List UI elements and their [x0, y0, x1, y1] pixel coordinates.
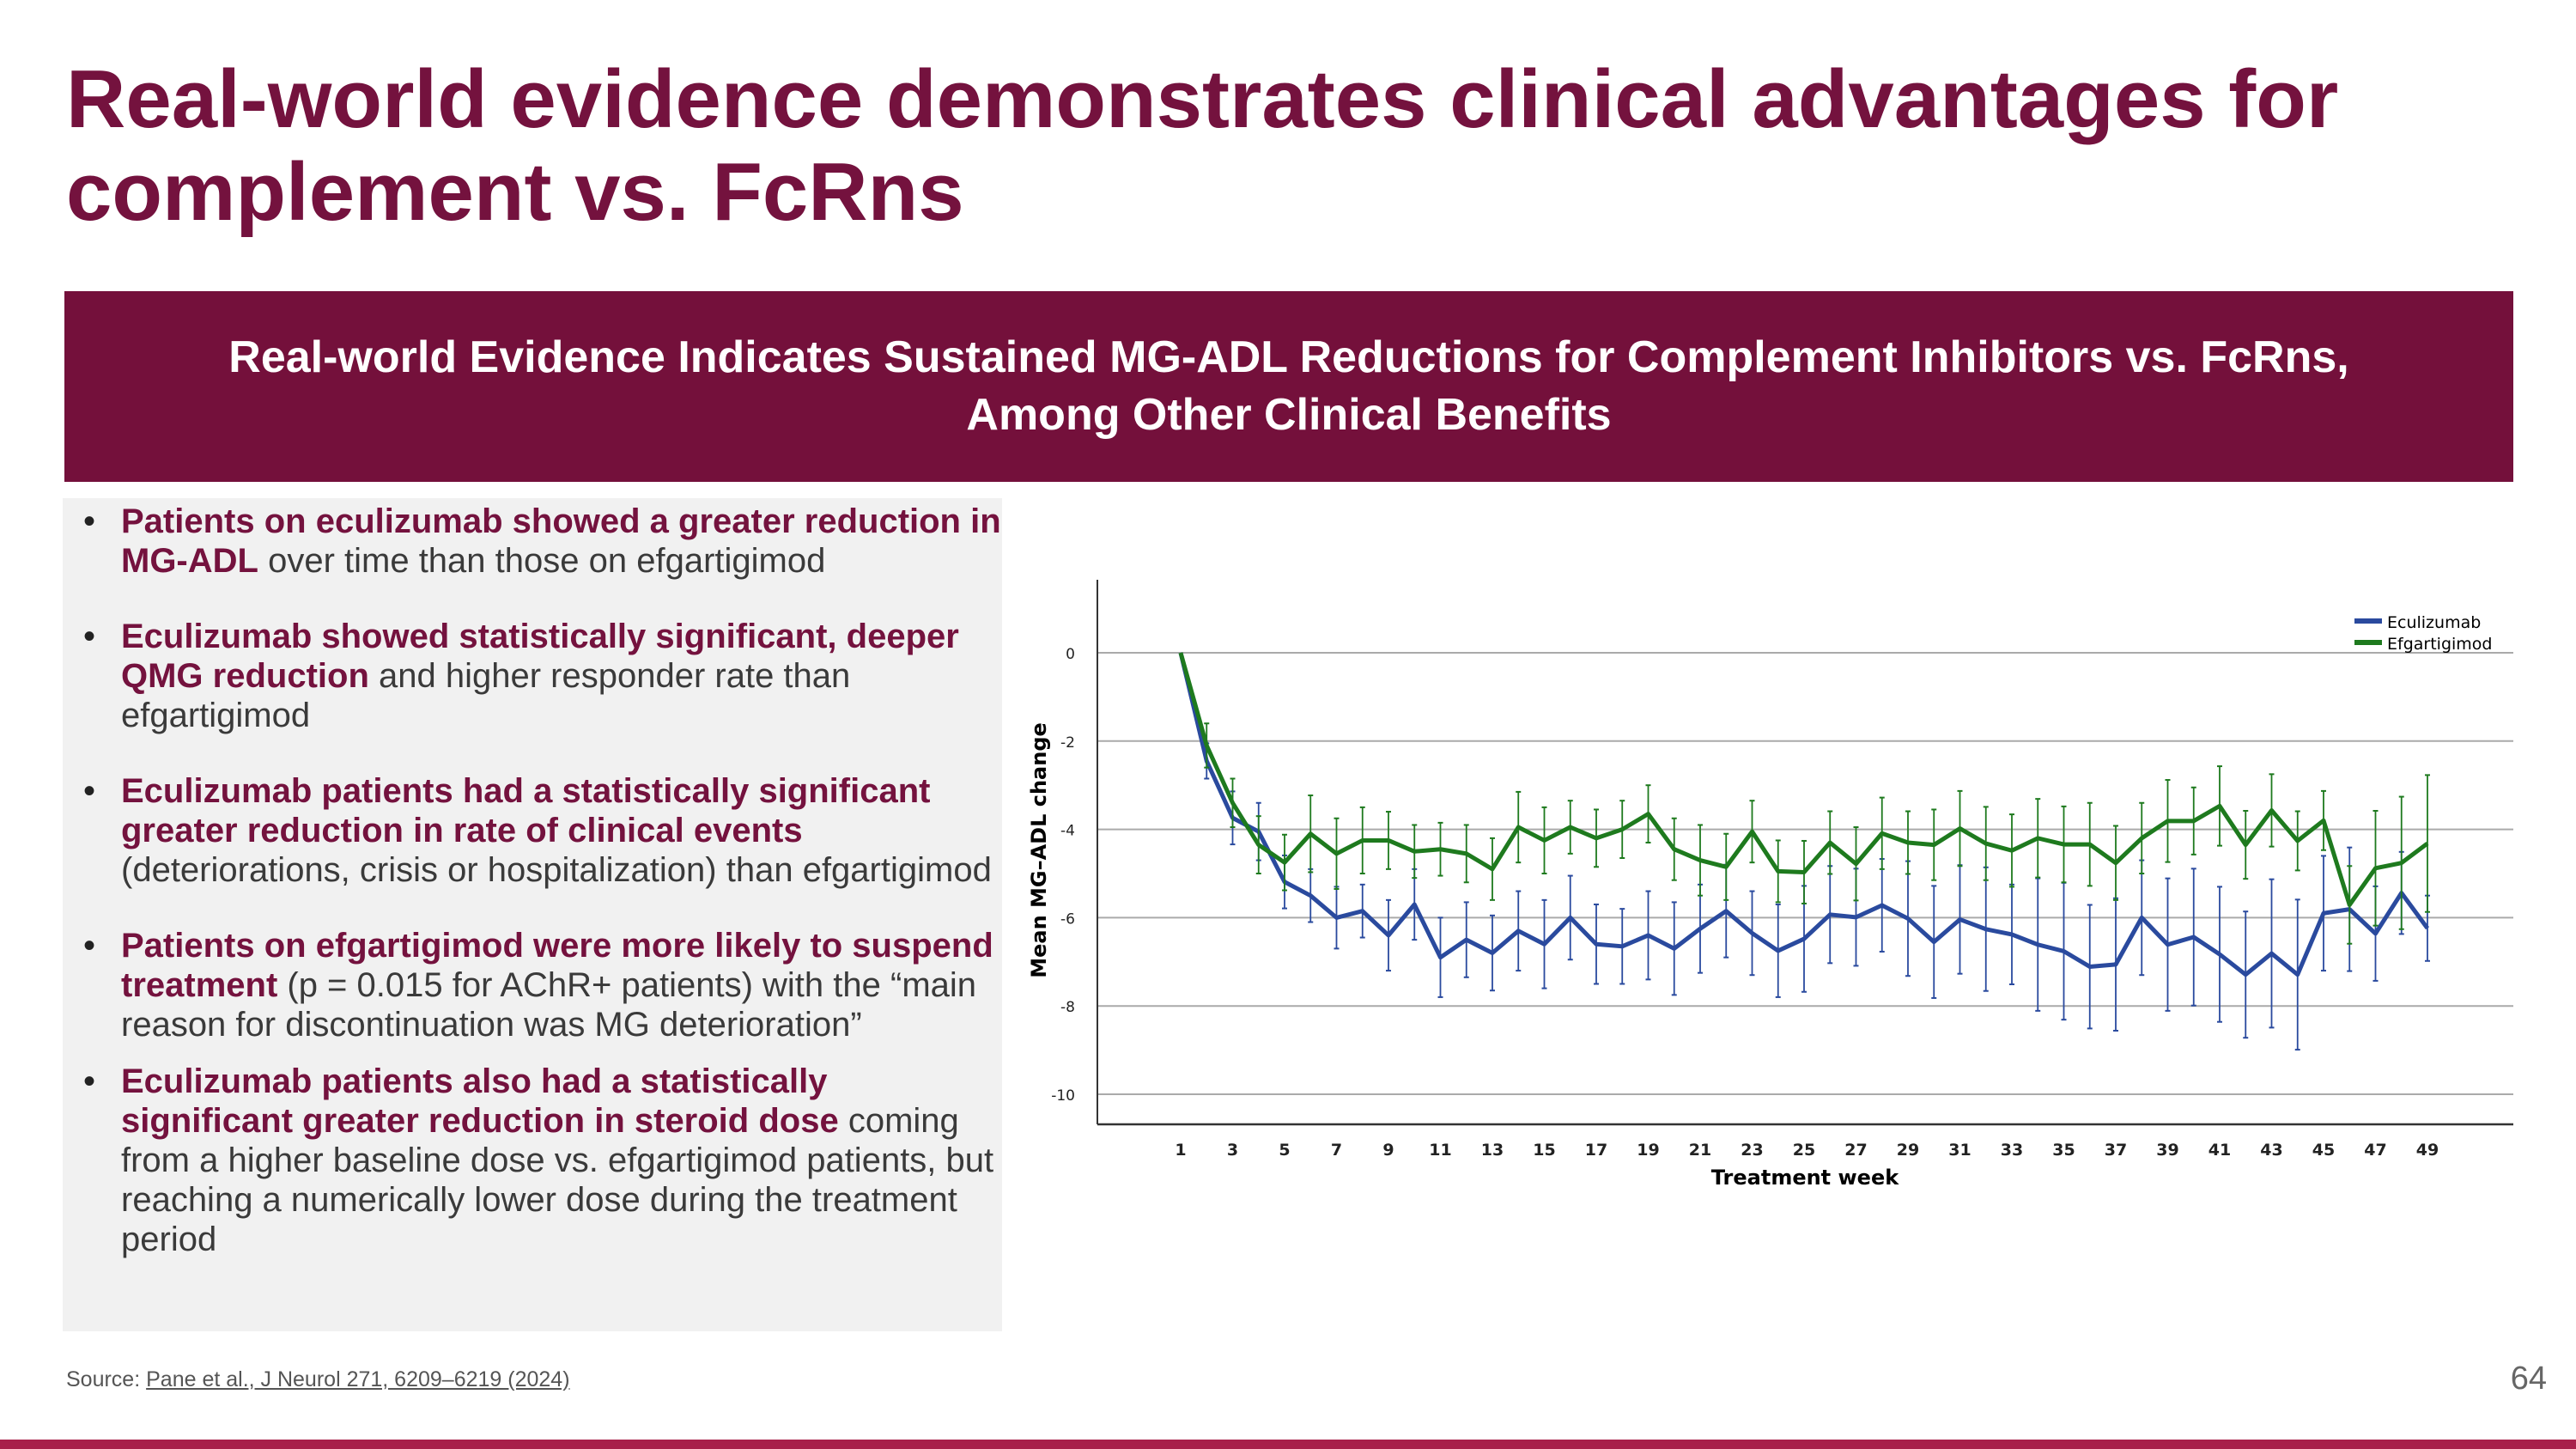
x-tick-label: 5 — [1279, 1141, 1290, 1160]
bottom-accent-bar — [0, 1440, 2576, 1449]
source-citation: Source: Pane et al., J Neurol 271, 6209–… — [66, 1367, 570, 1392]
x-tick-label: 45 — [2312, 1141, 2335, 1160]
y-tick-label: -6 — [1060, 910, 1075, 928]
x-tick-label: 13 — [1481, 1141, 1504, 1160]
finding-item: Patients on efgartigimod were more likel… — [63, 926, 1002, 1044]
x-tick-label: 11 — [1429, 1141, 1451, 1160]
finding-item: Eculizumab patients also had a statistic… — [63, 1062, 1002, 1259]
y-tick-label: -4 — [1060, 823, 1075, 840]
x-tick-label: 25 — [1793, 1141, 1815, 1160]
finding-item: Eculizumab patients had a statistically … — [63, 771, 1002, 890]
mg-adl-line-chart: 0-2-4-6-8-101 3 5 7 9 11 13 15 17 19 21 23 25 27 29 31 3… — [1027, 580, 2513, 1190]
finding-highlight: Eculizumab showed statistically signific… — [121, 618, 959, 695]
x-tick-label: 31 — [1948, 1141, 1971, 1160]
findings-panel: Patients on eculizumab showed a greater … — [63, 498, 1002, 1331]
source-link[interactable]: Pane et al., J Neurol 271, 6209–6219 (20… — [146, 1367, 570, 1391]
y-tick-label: -8 — [1060, 999, 1075, 1016]
x-tick-label: 29 — [1897, 1141, 1919, 1160]
x-tick-label: 35 — [2052, 1141, 2075, 1160]
x-tick-label: 7 — [1331, 1141, 1342, 1160]
x-tick-label: 41 — [2208, 1141, 2231, 1160]
y-tick-label: -2 — [1060, 734, 1075, 752]
x-tick-label: 3 — [1227, 1141, 1238, 1160]
x-tick-label: 23 — [1741, 1141, 1763, 1160]
banner-line-1: Real-world Evidence Indicates Sustained … — [228, 332, 2349, 382]
x-tick-label: 37 — [2105, 1141, 2127, 1160]
finding-highlight: Patients on eculizumab showed a greater … — [121, 502, 1001, 580]
y-tick-label: -10 — [1051, 1087, 1075, 1105]
x-axis-title: Treatment week — [1711, 1166, 1899, 1190]
finding-text: coming from a higher baseline dose vs. e… — [121, 1102, 994, 1258]
x-tick-label: 21 — [1689, 1141, 1711, 1160]
x-tick-label: 43 — [2260, 1141, 2282, 1160]
finding-highlight: Eculizumab patients also had a statistic… — [121, 1062, 839, 1140]
y-axis-title: Mean MG–ADL change — [1027, 722, 1051, 978]
page-number: 64 — [2510, 1361, 2547, 1397]
legend-label-efgartigimod: Efgartigimod — [2387, 635, 2492, 654]
x-tick-label: 15 — [1533, 1141, 1555, 1160]
finding-highlight: Patients on efgartigimod were more likel… — [121, 927, 993, 1004]
legend: Eculizumab Efgartigimod — [2354, 613, 2492, 654]
x-tick-label: 47 — [2364, 1141, 2386, 1160]
x-tick-label: 39 — [2156, 1141, 2178, 1160]
section-banner: Real-world Evidence Indicates Sustained … — [64, 291, 2513, 482]
findings-list: Patients on eculizumab showed a greater … — [63, 498, 1002, 1259]
finding-highlight: Eculizumab patients had a statistically … — [121, 772, 931, 849]
x-tick-label: 9 — [1382, 1141, 1394, 1160]
x-tick-label: 1 — [1175, 1141, 1186, 1160]
x-tick-label: 49 — [2416, 1141, 2439, 1160]
finding-text: (deteriorations, crisis or hospitalizati… — [121, 851, 992, 889]
legend-label-eculizumab: Eculizumab — [2387, 613, 2481, 632]
finding-item: Eculizumab showed statistically signific… — [63, 617, 1002, 735]
slide-title: Real-world evidence demonstrates clinica… — [66, 53, 2339, 238]
banner-line-2: Among Other Clinical Benefits — [966, 390, 1612, 440]
series-efgartigimod — [1178, 652, 2430, 945]
y-tick-label: 0 — [1066, 646, 1075, 663]
x-tick-label: 33 — [2001, 1141, 2023, 1160]
axes: 0-2-4-6-8-101 3 5 7 9 11 13 15 17 19 21 23 25 27 29 31 3… — [1051, 580, 2513, 1160]
axis-labels: Mean MG–ADL change Treatment week — [1027, 722, 1899, 1190]
finding-text: and higher responder rate than efgartigi… — [121, 657, 851, 734]
x-tick-label: 17 — [1585, 1141, 1607, 1160]
series-group — [1178, 652, 2430, 1051]
x-tick-label: 27 — [1844, 1141, 1867, 1160]
source-label: Source: — [66, 1367, 147, 1391]
x-tick-label: 19 — [1637, 1141, 1659, 1160]
finding-text: (p = 0.015 for AChR+ patients) with the … — [121, 966, 977, 1044]
finding-item: Patients on eculizumab showed a greater … — [63, 502, 1002, 581]
banner-heading: Real-world Evidence Indicates Sustained … — [130, 329, 2448, 444]
finding-text: over time than those on efgartigimod — [258, 542, 826, 580]
series-eculizumab — [1178, 652, 2430, 1051]
